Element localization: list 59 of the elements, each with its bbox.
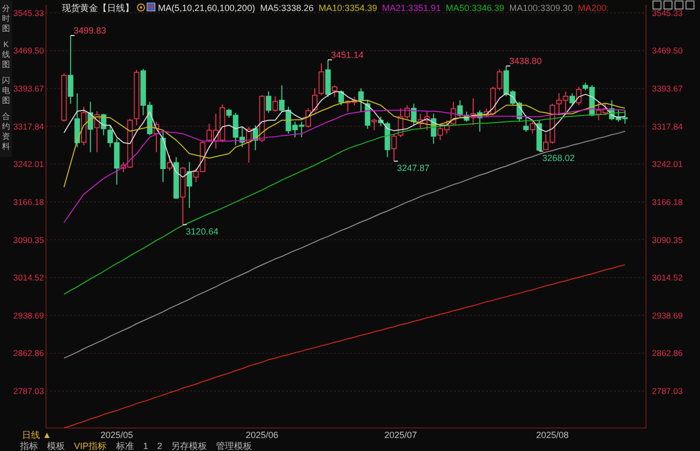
y-tick-label: 3545.33 <box>13 8 44 18</box>
candlestick <box>68 35 74 104</box>
text: MA5:3338.26 <box>260 3 314 13</box>
y-tick-label: 3242.01 <box>13 159 44 170</box>
text: 标准 <box>115 441 134 451</box>
text: 管理模板 <box>216 441 252 451</box>
y2-tick-label: 3545.33 <box>652 8 683 18</box>
annotation: 3438.80 <box>509 56 542 66</box>
y-tick-label: 3014.52 <box>13 272 44 283</box>
y-tick-label: 3090.35 <box>13 234 44 245</box>
text: 合约资料 <box>2 112 10 151</box>
text: 模板 <box>47 441 65 451</box>
candlestick <box>371 118 377 131</box>
y2-tick-label: 3166.18 <box>652 196 683 207</box>
line-series <box>64 264 626 428</box>
text: K线图 <box>2 40 10 69</box>
annotation: 3499.83 <box>74 26 106 36</box>
y-tick-label: 2938.69 <box>13 310 44 320</box>
text: MA21:3351.91 <box>382 3 441 13</box>
y-tick-label: 3393.67 <box>13 83 44 94</box>
x-tick-label: 2025/08 <box>536 430 569 440</box>
y2-tick-label: 3090.35 <box>652 234 683 245</box>
text: MA50:3346.39 <box>446 3 504 13</box>
text: MA100:3309.30 <box>509 3 573 13</box>
y-tick-label: 2862.86 <box>13 348 44 358</box>
candlestick <box>318 62 324 96</box>
y-tick-label: 3317.84 <box>13 121 44 132</box>
y2-tick-label: 3014.52 <box>652 272 683 283</box>
y2-tick-label: 3317.84 <box>652 121 683 132</box>
y-tick-label: 3469.50 <box>13 46 44 56</box>
annotation: 3451.14 <box>331 50 364 60</box>
x-tick-label: 2025/07 <box>384 430 417 440</box>
annotation: 3120.64 <box>186 226 218 237</box>
text: MA200: <box>578 3 609 13</box>
annotation: 3268.02 <box>542 153 575 164</box>
y2-tick-label: 3242.01 <box>652 159 683 170</box>
y2-tick-label: 2938.69 <box>652 310 683 320</box>
text: VIP指标 <box>74 441 107 451</box>
y-tick-label: 2787.03 <box>13 386 44 396</box>
text: 1 <box>143 441 148 451</box>
chart-title: 现货黄金【日线】 <box>62 3 134 13</box>
y2-tick-label: 2787.03 <box>652 386 683 396</box>
y2-tick-label: 2862.86 <box>652 348 683 358</box>
text: 闪电图 <box>2 76 10 105</box>
y2-tick-label: 3469.50 <box>652 46 683 56</box>
legend-title: MA(5,10,21,60,100,200) <box>158 3 256 13</box>
y-tick-label: 3166.18 <box>13 196 44 207</box>
text: 指标 <box>19 441 38 451</box>
annotation: 3247.87 <box>397 163 430 174</box>
text: MA10:3354.39 <box>318 3 378 13</box>
candlestick <box>186 162 192 209</box>
text: 日线 ▲ <box>22 430 52 440</box>
text: 另存模板 <box>171 441 208 451</box>
y2-tick-label: 3393.67 <box>652 83 683 94</box>
line-series <box>64 130 626 359</box>
x-tick-label: 2025/06 <box>246 430 278 440</box>
x-tick-label: 2025/05 <box>100 430 134 440</box>
text: 2 <box>157 441 162 451</box>
text: 分时图 <box>2 4 10 33</box>
